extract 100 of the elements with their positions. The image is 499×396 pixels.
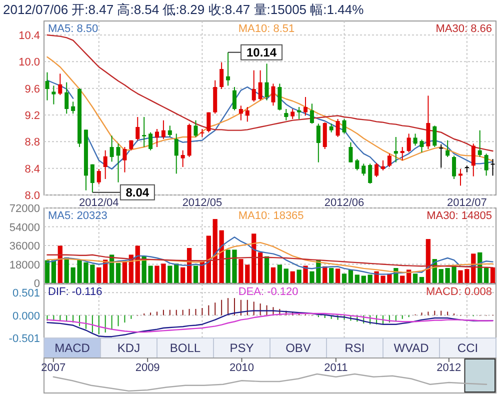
bar (44, 260, 50, 283)
candlestick (348, 142, 353, 163)
bar (484, 268, 489, 283)
candlestick (206, 112, 211, 133)
bar (168, 266, 172, 283)
y-tick-label: 8.0 (24, 190, 40, 202)
series-label: DEA: -0.120 (238, 286, 298, 298)
text: PSY (230, 341, 254, 355)
chart-title: 2012/07/06 开:8.47 高:8.54 低:8.29 收:8.47 量:15005 幅:1.44% (3, 2, 364, 17)
candlestick (342, 118, 346, 134)
text: DIF: -0.116 (48, 286, 102, 298)
bar (258, 252, 263, 283)
bar (426, 239, 431, 283)
candlestick (148, 132, 153, 151)
x-tick-label: 2007 (41, 362, 66, 374)
candlestick (58, 73, 62, 96)
candlestick (278, 83, 282, 111)
candlestick (96, 168, 101, 185)
annotation: 10.14 (246, 45, 277, 60)
candlestick (362, 163, 366, 176)
y-tick-label: 0 (34, 278, 40, 290)
bar (354, 274, 360, 283)
bar (122, 261, 128, 283)
candlestick (258, 70, 262, 101)
x-tick-label: 2012/04 (79, 197, 119, 209)
line-series (46, 310, 494, 338)
candlestick (387, 153, 392, 168)
bar (252, 234, 256, 283)
candlestick (310, 103, 314, 124)
candlestick (297, 106, 302, 120)
candlestick (400, 146, 404, 161)
candlestick (264, 63, 269, 101)
bar (264, 256, 270, 283)
candlestick (406, 133, 411, 153)
candlestick (103, 150, 108, 180)
candlestick (168, 125, 172, 138)
candlestick (64, 82, 69, 114)
candlestick (394, 136, 398, 163)
candlestick (194, 120, 198, 138)
bar (277, 264, 282, 283)
line-series (46, 236, 494, 275)
y-tick-label: 54000 (9, 222, 40, 234)
y-tick-label: 9.6 (24, 83, 40, 96)
candlestick (304, 96, 308, 116)
bar (270, 267, 276, 283)
y-tick-label: 18000 (9, 259, 40, 272)
bar (329, 268, 334, 283)
candlestick (174, 133, 178, 174)
candlestick (355, 158, 360, 171)
line-series (46, 242, 494, 273)
bar (58, 246, 62, 283)
bar (116, 263, 121, 283)
text: KDJ (117, 341, 140, 355)
line-series (46, 312, 494, 333)
text: MA10: 18365 (238, 210, 304, 222)
text: MA30: 14805 (426, 210, 492, 222)
candlestick (368, 163, 372, 184)
candlestick (45, 72, 50, 101)
bar (342, 274, 347, 283)
series-label: MACD: 0.008 (426, 286, 492, 298)
annotation: 8.04 (126, 185, 150, 200)
y-tick-label: 0.000 (12, 310, 40, 322)
candlestick (90, 164, 94, 193)
text: RSI (344, 341, 365, 355)
y-tick-label: 10.0 (18, 56, 40, 69)
bar (412, 274, 418, 283)
bar (296, 270, 302, 283)
bar (348, 270, 354, 283)
bar (361, 276, 366, 283)
x-tick-label: 2012/05 (182, 197, 222, 209)
candlestick (432, 125, 437, 148)
y-tick-label: 8.8 (24, 136, 40, 149)
bar (400, 276, 405, 283)
candlestick (142, 116, 146, 148)
bar (51, 260, 56, 283)
candlestick (271, 83, 276, 106)
candlestick (484, 153, 488, 176)
x-tick-label: 2012/07 (447, 197, 487, 209)
candlestick (322, 122, 327, 150)
candlestick (439, 144, 444, 168)
candlestick (446, 140, 450, 158)
text: MA5: 20323 (48, 210, 108, 222)
bar (303, 266, 308, 283)
bar (193, 266, 198, 283)
x-tick-label: 2010 (230, 362, 254, 374)
candlestick (220, 62, 224, 90)
x-tick-label: 2012 (436, 362, 462, 374)
text: MA5: 8.50 (48, 23, 98, 35)
candlestick (284, 108, 288, 121)
candlestick (426, 95, 430, 150)
line-series (46, 254, 494, 268)
text: WVAD (394, 341, 430, 355)
y-tick-label: 0.501 (12, 288, 40, 300)
candlestick (336, 118, 340, 138)
candlestick (52, 85, 56, 105)
y-tick-label: 10.4 (18, 30, 40, 42)
bar (419, 276, 424, 283)
bar (174, 264, 179, 283)
text: MA10: 8.51 (238, 23, 295, 35)
candlestick (478, 130, 482, 158)
